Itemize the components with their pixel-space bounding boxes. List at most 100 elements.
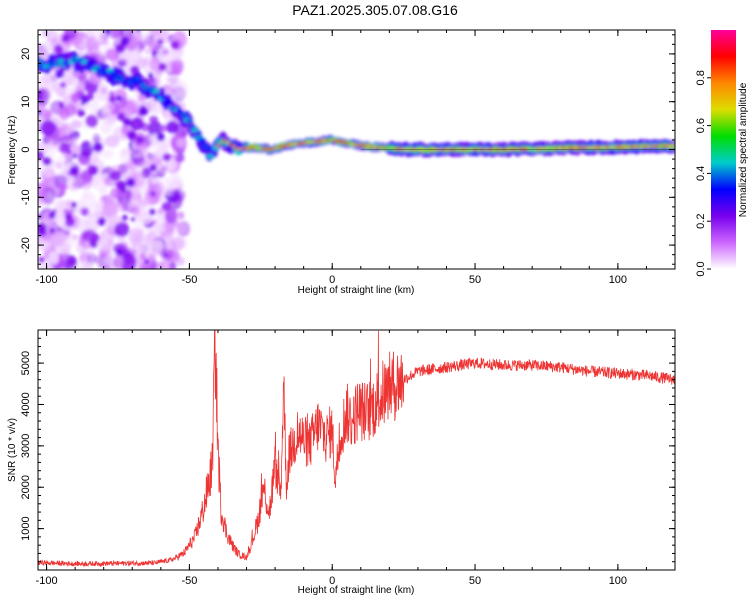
noise-blob: [144, 48, 151, 55]
noise-blob: [170, 188, 186, 203]
noise-blob-strong: [72, 153, 78, 159]
noise-blob: [56, 121, 68, 131]
noise-blob: [60, 247, 71, 261]
noise-blob: [98, 187, 107, 196]
spectrogram-content: [38, 30, 675, 269]
snr-background: [38, 330, 675, 570]
colorbar-ticks: 0.0 0.2 0.4 0.6 0.8: [695, 70, 711, 277]
noise-blob: [82, 191, 90, 199]
noise-blob: [151, 181, 166, 195]
noise-blob: [175, 222, 187, 234]
spectrogram-x-tick-label: -100: [36, 274, 58, 286]
noise-blob: [148, 40, 161, 52]
noise-blob: [45, 30, 58, 43]
noise-blob: [57, 182, 68, 191]
snr-x-tick-label: 50: [469, 575, 481, 587]
noise-blob-strong: [115, 95, 122, 102]
spectrogram-y-tick-label: -20: [20, 237, 32, 253]
noise-blob: [40, 119, 56, 137]
noise-blob-strong: [135, 135, 144, 145]
noise-blob: [115, 256, 125, 268]
track-mid: [206, 153, 214, 159]
track-mid: [116, 74, 124, 80]
noise-blob: [164, 207, 178, 224]
noise-blob: [166, 120, 179, 134]
noise-blob-strong: [42, 156, 52, 166]
track-mid: [186, 118, 194, 124]
noise-blob: [138, 245, 146, 253]
noise-blob: [164, 240, 173, 250]
noise-blob: [130, 198, 139, 207]
snr-y-tick-label: 2000: [20, 475, 32, 499]
noise-blob-strong: [143, 258, 150, 265]
noise-blob: [93, 30, 106, 43]
noise-blob: [170, 175, 183, 187]
track-mid: [38, 58, 45, 64]
noise-blob: [70, 92, 79, 104]
noise-blob: [160, 124, 167, 133]
noise-blob-strong: [86, 92, 95, 101]
noise-blob-strong: [163, 253, 168, 258]
noise-blob: [64, 103, 76, 117]
snr-y-tick-label: 5000: [20, 351, 32, 375]
noise-blob: [38, 240, 52, 252]
noise-blob-strong: [148, 208, 156, 216]
spectrogram-y-tick-label: 0: [20, 146, 32, 152]
snr-content: [38, 330, 675, 568]
colorbar-tick-label: 0.8: [695, 70, 707, 85]
noise-blob-strong: [71, 201, 77, 208]
noise-blob-strong: [121, 188, 126, 193]
noise-blob-strong: [150, 190, 156, 197]
noise-blob-strong: [53, 44, 64, 55]
noise-blob: [75, 217, 89, 233]
track-mid: [191, 127, 199, 133]
noise-blob: [92, 133, 101, 144]
noise-blob: [150, 240, 165, 255]
spectrogram-x-tick-label: -50: [181, 274, 197, 286]
noise-blob: [82, 172, 93, 182]
noise-blob: [102, 94, 111, 102]
snr-frame: [37, 329, 676, 571]
noise-blob: [46, 140, 54, 149]
noise-blob: [148, 143, 158, 152]
noise-blob-strong: [90, 233, 100, 243]
noise-blob: [53, 209, 65, 223]
noise-blob: [48, 251, 60, 265]
noise-blob-strong: [115, 43, 126, 54]
noise-blob-strong: [108, 95, 116, 103]
noise-blob-strong: [147, 72, 154, 78]
noise-blob: [104, 135, 120, 148]
noise-blob-strong: [126, 177, 136, 188]
noise-blob-strong: [38, 222, 47, 233]
noise-blob: [103, 177, 112, 186]
track-mid: [85, 60, 93, 66]
colorbar-tick-label: 0.0: [695, 261, 707, 276]
chart-title: PAZ1.2025.305.07.08.G16: [292, 2, 458, 18]
noise-blob-strong: [80, 101, 85, 106]
noise-blob-strong: [97, 217, 106, 227]
noise-blob: [149, 30, 161, 37]
colorbar: 0.0 0.2 0.4 0.6 0.8 Normalized spectral ampl…: [695, 30, 749, 277]
track-mid: [175, 108, 183, 114]
noise-blob-strong: [62, 35, 70, 43]
spectrogram-frame: [37, 29, 676, 270]
noise-blob: [118, 163, 128, 175]
snr-x-tick-label: -100: [36, 575, 58, 587]
track-mid: [47, 58, 55, 64]
track-core: [215, 144, 221, 147]
noise-blob: [125, 103, 135, 111]
noise-blob-strong: [116, 112, 126, 122]
noise-blob: [88, 204, 97, 212]
noise-blob: [128, 227, 145, 247]
noise-blob: [174, 154, 185, 163]
snr-panel: -100 -50 0 50 100 1000 2000 3000 4000 5000 Height…: [7, 329, 676, 596]
noise-blob-strong: [48, 211, 56, 219]
snr-y-tick-label: 3000: [20, 434, 32, 458]
spectrogram-x-tick-label: 100: [609, 274, 627, 286]
track-mid: [181, 112, 189, 118]
noise-blob-strong: [60, 82, 66, 88]
track-core: [224, 141, 230, 144]
noise-blob-strong: [67, 256, 77, 266]
spectrogram-y-tick-label: 10: [20, 96, 32, 108]
